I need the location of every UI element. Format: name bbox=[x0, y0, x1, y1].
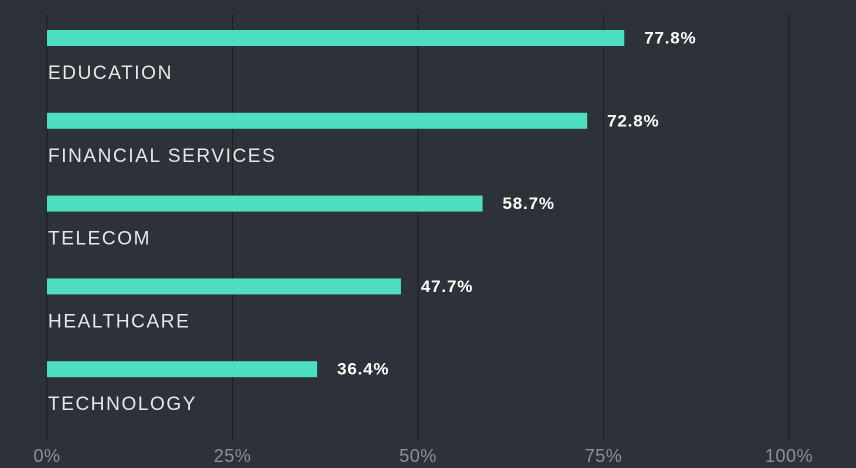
x-tick-label: 75% bbox=[585, 446, 623, 466]
value-label: 72.8% bbox=[607, 111, 659, 130]
category-label: TELECOM bbox=[48, 229, 151, 250]
x-tick-label: 25% bbox=[214, 446, 252, 466]
category-label: TECHNOLOGY bbox=[48, 394, 197, 415]
category-label: HEALTHCARE bbox=[48, 311, 190, 332]
x-tick-label: 50% bbox=[399, 446, 437, 466]
bar bbox=[47, 30, 625, 46]
value-label: 47.7% bbox=[421, 277, 473, 296]
x-tick-label: 100% bbox=[765, 446, 813, 466]
x-tick-label: 0% bbox=[33, 446, 60, 466]
category-label: FINANCIAL SERVICES bbox=[48, 146, 276, 167]
bar bbox=[47, 361, 318, 378]
bar bbox=[47, 278, 401, 295]
value-label: 77.8% bbox=[644, 28, 696, 47]
value-label: 58.7% bbox=[503, 194, 555, 213]
bar bbox=[47, 112, 588, 129]
category-label: EDUCATION bbox=[48, 63, 173, 84]
bar bbox=[47, 195, 483, 212]
value-label: 36.4% bbox=[337, 360, 389, 379]
